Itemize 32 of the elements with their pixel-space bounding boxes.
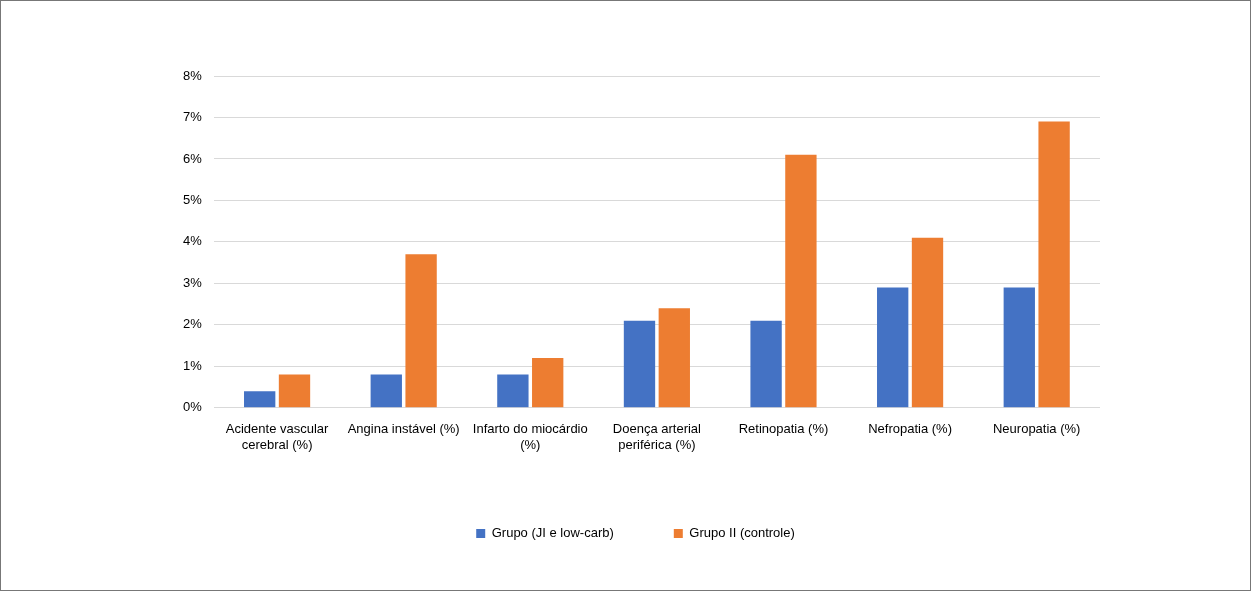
- x-tick-label: Neuropatia (%): [992, 421, 1081, 437]
- bar: [1038, 121, 1070, 408]
- x-tick-label: Infarto do miocárdio (%): [472, 421, 588, 452]
- y-tick-label: 3%: [182, 274, 203, 290]
- bar: [911, 237, 944, 408]
- y-tick-label: 5%: [182, 192, 203, 207]
- bar: [244, 391, 276, 408]
- x-tick-label: Retinopatia (%): [738, 421, 829, 437]
- y-tick-label: 7%: [182, 109, 203, 125]
- legend-label: Grupo (JI e low-carb): [491, 525, 614, 541]
- bar: [750, 320, 782, 408]
- y-tick-label: 6%: [182, 150, 203, 166]
- bar: [785, 154, 817, 408]
- y-tick-label: 1%: [182, 357, 203, 373]
- bar: [1003, 287, 1035, 408]
- legend-label: Grupo II (controle): [689, 525, 795, 541]
- y-tick-label: 0%: [182, 399, 203, 415]
- bar: [623, 320, 656, 408]
- bar: [658, 308, 690, 408]
- y-tick-label: 8%: [182, 67, 203, 83]
- y-tick-label: 4%: [182, 233, 203, 249]
- y-tick-label: 2%: [182, 316, 203, 332]
- bar: [370, 374, 402, 408]
- x-tick-label: Acidente vascular cerebral (%): [225, 421, 330, 452]
- x-tick-label: Angina instável (%): [347, 421, 460, 437]
- bar: [877, 287, 909, 408]
- bar: [532, 358, 564, 408]
- bar: [497, 374, 529, 408]
- x-tick-label: Doença arterial periférica (%): [612, 421, 702, 452]
- x-tick-label: Nefropatia (%): [868, 421, 952, 437]
- bar: [278, 374, 311, 408]
- bar: [405, 254, 437, 408]
